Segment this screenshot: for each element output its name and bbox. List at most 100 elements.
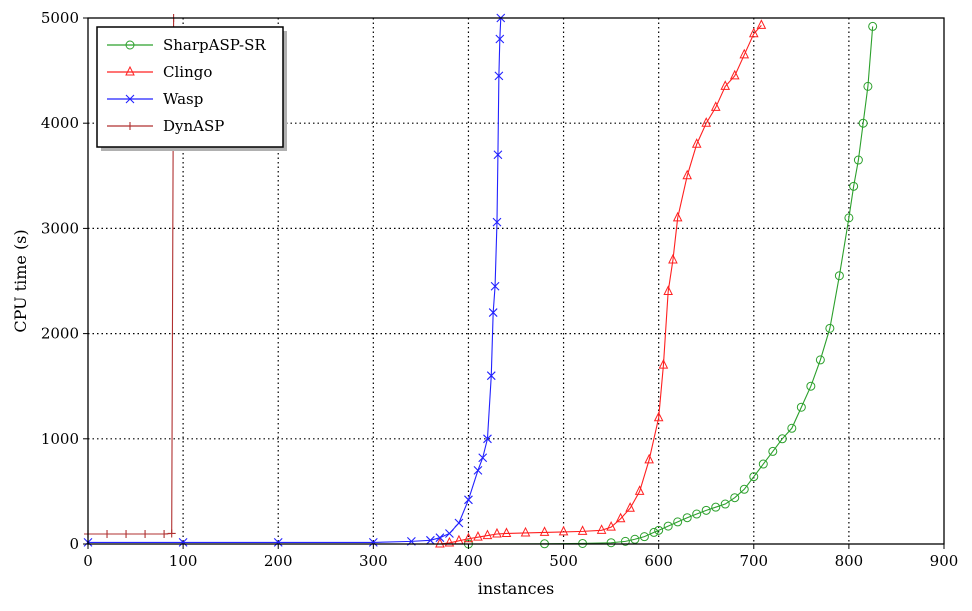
x-marker [486,371,496,381]
circle-marker [758,459,768,469]
triangle-marker [668,253,678,264]
circle-marker [639,532,649,542]
triangle-marker [720,80,731,90]
plot-frame [87,17,945,545]
circle-marker [834,271,844,281]
triangle-marker [482,529,493,540]
triangle-marker [606,521,616,531]
circle-marker [787,423,797,433]
triangle-marker [748,27,759,38]
legend-label: Clingo [163,63,212,81]
x-marker [493,150,503,160]
circle-marker [777,434,787,444]
series-line [439,24,762,545]
x-marker [426,535,435,545]
circle-marker [806,381,816,391]
y-tick-label: 1000 [41,430,79,448]
x-marker [490,281,500,291]
series-dynasp [84,14,178,539]
circle-marker [701,505,711,515]
y-tick-label: 2000 [41,325,79,343]
circle-marker [844,213,854,223]
plus-marker [126,122,134,130]
triangle-marker [625,502,635,512]
x-marker [464,495,473,505]
circle-marker [682,513,692,523]
triangle-marker [663,285,673,296]
triangle-marker [634,485,645,495]
triangle-marker [435,537,445,548]
x-marker [492,217,502,227]
legend-label: SharpASP-SR [163,36,266,54]
plus-marker [122,530,131,539]
circle-marker [768,446,778,456]
x-marker [178,538,188,547]
circle-marker [649,527,659,537]
y-tick-label: 3000 [41,219,79,237]
circle-marker [663,521,673,531]
series-line [468,26,874,545]
x-tick-label: 900 [930,552,959,570]
x-marker [445,529,454,538]
triangle-marker [444,536,455,547]
legend: SharpASP-SR Clingo Wasp DynASP [96,26,287,151]
triangle-marker [501,527,512,537]
legend-item: Wasp [107,90,203,108]
x-marker [494,71,504,81]
x-tick-label: 700 [739,552,768,570]
legend-label: Wasp [163,90,203,108]
x-axis: 0 100 200 300 400 500 600 700 800 900 [83,544,958,570]
triangle-marker [756,19,767,29]
y-tick-label: 4000 [41,114,79,132]
triangle-marker [577,525,588,535]
triangle-marker [558,525,569,536]
x-marker [435,533,445,543]
circle-marker [692,509,702,519]
triangle-marker [682,169,693,180]
circle-marker [749,472,759,482]
x-axis-label: instances [478,579,555,598]
y-axis: 0 1000 2000 3000 4000 5000 [41,9,88,553]
grid-lines [88,18,944,544]
circle-marker [853,155,863,165]
x-tick-label: 500 [549,552,578,570]
circle-marker [654,525,664,535]
circle-marker [796,402,806,412]
x-tick-label: 800 [835,552,864,570]
x-marker [368,538,378,547]
triangle-marker [644,453,654,464]
x-tick-label: 300 [359,552,388,570]
triangle-marker [658,359,669,369]
x-tick-label: 400 [454,552,483,570]
x-marker [478,453,488,463]
triangle-marker [710,101,721,111]
y-tick-label: 0 [69,535,79,553]
y-tick-label: 5000 [41,9,79,27]
y-axis-label: CPU time (s) [11,229,30,332]
legend-item: DynASP [107,117,224,135]
triangle-marker [473,531,483,541]
triangle-marker [691,138,702,148]
series-clingo [435,19,767,548]
x-tick-label: 0 [83,552,93,570]
x-marker [273,538,283,547]
triangle-marker [596,524,607,534]
triangle-marker [701,117,712,127]
plus-marker [103,530,112,539]
legend-item: Clingo [107,63,212,81]
circle-marker [606,538,616,548]
x-marker [125,94,135,104]
triangle-marker [492,527,502,538]
circle-marker [620,536,630,546]
circle-marker [825,323,835,333]
circle-marker [868,21,878,31]
x-marker [473,465,483,475]
triangle-marker [463,532,474,543]
x-marker [483,434,492,444]
plus-marker [141,530,150,539]
legend-label: DynASP [163,117,224,135]
circle-marker [739,484,749,494]
triangle-marker [615,512,626,523]
triangle-marker [125,65,135,76]
